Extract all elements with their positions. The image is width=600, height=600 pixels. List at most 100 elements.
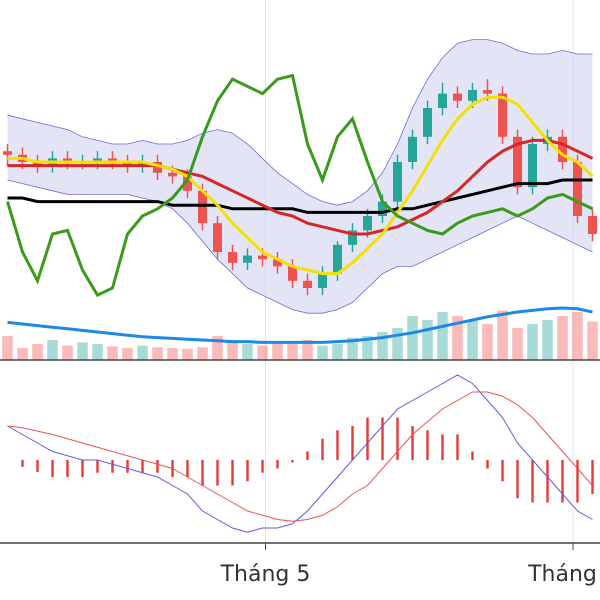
volume-bar [17, 348, 28, 360]
macd-hist [531, 460, 534, 503]
band-lower [7, 179, 593, 314]
candle-body [273, 259, 282, 267]
macd-hist [306, 451, 309, 460]
volume-bar [482, 324, 493, 360]
candle-body [63, 158, 72, 162]
volume-bar [227, 340, 238, 360]
volume-bar [347, 337, 358, 360]
macd-hist [156, 460, 159, 473]
macd-hist [471, 451, 474, 460]
candle-body [318, 273, 327, 288]
signal-line [7, 391, 593, 522]
candle-body [528, 144, 537, 188]
macd-hist [576, 460, 579, 503]
macd-hist [66, 460, 69, 477]
macd-hist [246, 460, 249, 482]
candle-body [498, 93, 507, 137]
candle-body [333, 244, 342, 274]
volume-bar [542, 320, 553, 360]
volume-bar [32, 344, 43, 360]
volume-bar [287, 344, 298, 360]
candle-body [588, 216, 597, 234]
volume-bar [167, 348, 178, 360]
candle-body [213, 223, 222, 252]
candle-body [243, 255, 252, 263]
macd-hist [411, 426, 414, 460]
macd-hist [351, 426, 354, 460]
volume-bar [422, 320, 433, 360]
ma-line [7, 178, 593, 214]
macd-hist [426, 430, 429, 460]
macd-hist [111, 460, 114, 473]
volume-bar [437, 312, 448, 360]
candle-body [228, 252, 237, 263]
band-area [7, 39, 593, 314]
volume-bar [242, 344, 253, 360]
macd-hist [81, 460, 84, 477]
candle-body [408, 136, 417, 162]
candle-body [183, 176, 192, 191]
macd-hist [396, 417, 399, 460]
ma-line [7, 138, 594, 236]
candle-body [303, 280, 312, 288]
volume-bar [272, 342, 283, 360]
macd-hist [501, 460, 504, 482]
macd-hist [36, 460, 39, 472]
candle-body [393, 162, 402, 202]
candle-body [378, 201, 387, 216]
macd-hist [561, 460, 564, 503]
macd-hist [441, 434, 444, 460]
volume-bar [317, 345, 328, 360]
macd-hist [276, 460, 279, 469]
band-upper [7, 39, 593, 206]
candle-body [483, 90, 492, 94]
volume-bar [467, 320, 478, 360]
volume-bar [107, 346, 118, 360]
volume-bar [122, 348, 133, 360]
macd-hist [231, 460, 234, 486]
candle-body [93, 158, 102, 162]
candle-body [168, 172, 177, 177]
volume-bar [302, 340, 313, 360]
candle-body [3, 151, 12, 155]
volume-bar [137, 345, 148, 360]
volume-ma [7, 306, 593, 344]
macd-hist [201, 460, 204, 486]
candle-body [348, 230, 357, 245]
volume-bar [257, 345, 268, 360]
volume-bar [452, 316, 463, 360]
volume-bar [377, 332, 388, 360]
volume-bar [392, 328, 403, 360]
candle-body [153, 162, 162, 173]
volume-bar [152, 347, 163, 360]
x-tick-label: Tháng 5 [220, 562, 311, 587]
macd-hist [486, 460, 489, 469]
candle-body [438, 93, 447, 108]
macd-hist [96, 460, 99, 473]
volume-bar [197, 347, 208, 360]
macd-hist [516, 460, 519, 499]
macd-hist [591, 460, 594, 494]
candle-body [558, 136, 567, 162]
candle-body [363, 216, 372, 231]
candle-body [573, 162, 582, 216]
macd-hist [261, 460, 264, 473]
volume-bar [77, 342, 88, 360]
macd-hist [456, 434, 459, 460]
volume-bar [2, 336, 13, 360]
candle-body [138, 162, 147, 166]
volume-bar [332, 344, 343, 360]
macd-hist [186, 460, 189, 477]
macd-hist [291, 460, 294, 463]
candle-body [123, 162, 132, 166]
volume-bar [557, 316, 568, 360]
volume-bar [407, 316, 418, 360]
volume-bar [362, 336, 373, 360]
volume-bar [512, 328, 523, 360]
volume-bar [92, 344, 103, 360]
macd-hist [336, 430, 339, 460]
macd-hist [546, 460, 549, 503]
candle-body [33, 162, 42, 166]
volume-bar [527, 324, 538, 360]
